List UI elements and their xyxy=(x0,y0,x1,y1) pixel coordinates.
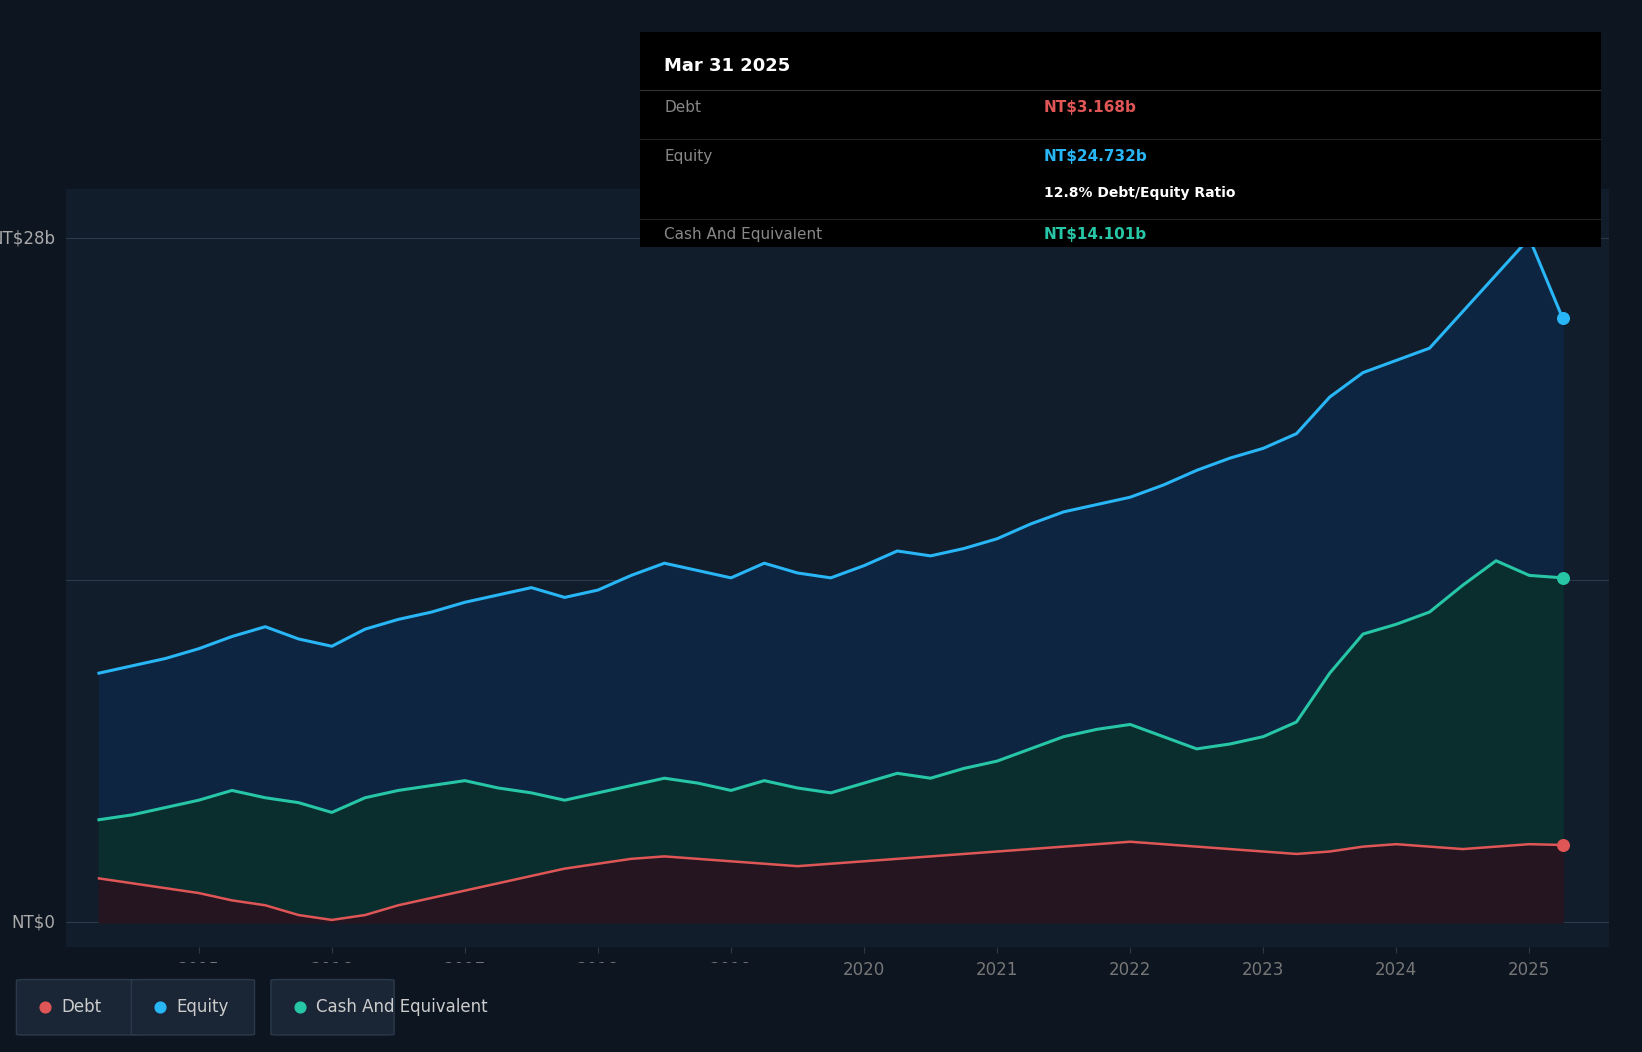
Point xyxy=(33,999,59,1016)
FancyBboxPatch shape xyxy=(271,979,394,1035)
Point xyxy=(286,999,312,1016)
Text: NT$14.101b: NT$14.101b xyxy=(1044,227,1148,242)
Point xyxy=(1550,309,1576,326)
Point xyxy=(148,999,174,1016)
FancyBboxPatch shape xyxy=(16,979,140,1035)
Text: Equity: Equity xyxy=(665,149,713,164)
FancyBboxPatch shape xyxy=(131,979,255,1035)
Text: Debt: Debt xyxy=(62,998,102,1016)
Text: Cash And Equivalent: Cash And Equivalent xyxy=(665,227,823,242)
Text: NT$28b: NT$28b xyxy=(0,229,54,247)
Point xyxy=(1550,836,1576,853)
Text: NT$0: NT$0 xyxy=(11,913,54,931)
Text: NT$24.732b: NT$24.732b xyxy=(1044,149,1148,164)
Text: NT$3.168b: NT$3.168b xyxy=(1044,100,1136,115)
Point xyxy=(1550,569,1576,586)
Text: Cash And Equivalent: Cash And Equivalent xyxy=(315,998,488,1016)
Text: Equity: Equity xyxy=(177,998,228,1016)
Text: 12.8% Debt/Equity Ratio: 12.8% Debt/Equity Ratio xyxy=(1044,186,1235,200)
Text: Debt: Debt xyxy=(665,100,701,115)
Text: Mar 31 2025: Mar 31 2025 xyxy=(665,58,791,76)
